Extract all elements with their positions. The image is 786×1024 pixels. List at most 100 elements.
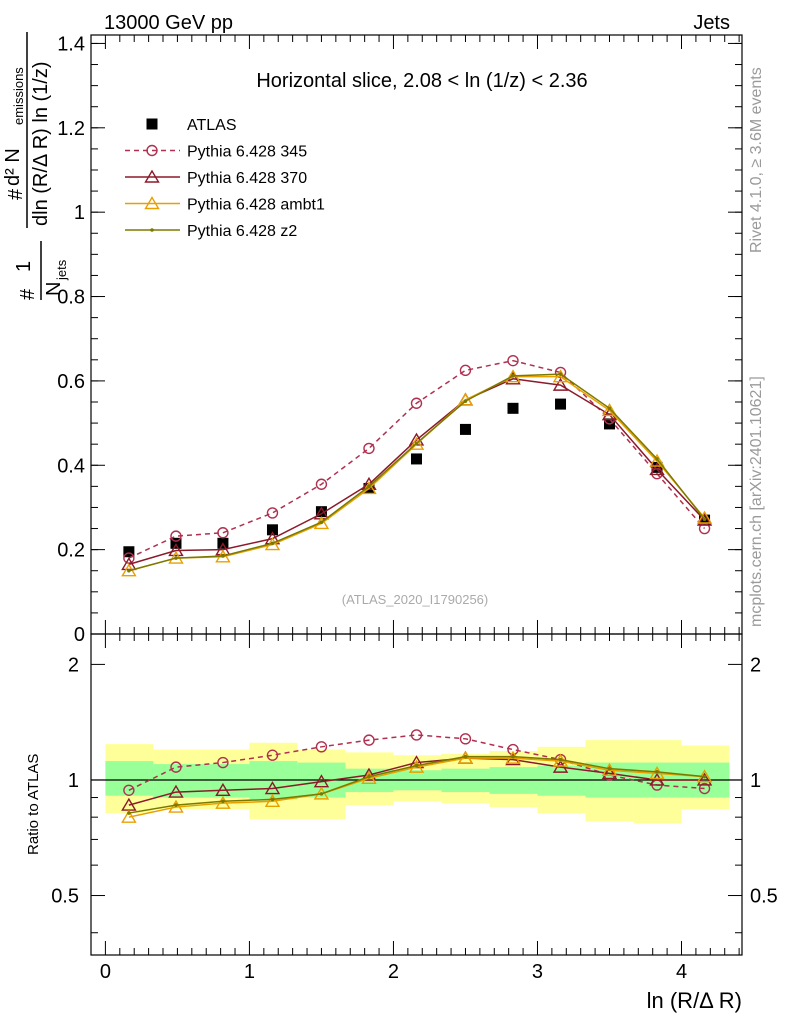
- ratio-point: [649, 766, 665, 780]
- data-point: [649, 462, 665, 476]
- ratio-y-tick-label-right: 2: [750, 654, 761, 676]
- ylabel-num: d² N: [2, 148, 24, 186]
- y-tick-label: 1.2: [57, 118, 85, 140]
- ylabel-hash: #: [17, 288, 39, 300]
- ratio-y-tick-label-right: 0.5: [750, 886, 778, 908]
- ratio-point: [215, 782, 231, 796]
- legend-label: Pythia 6.428 ambt1: [187, 197, 325, 214]
- legend-marker: [146, 144, 158, 157]
- data-point: [463, 399, 468, 403]
- ratio-point: [558, 757, 563, 762]
- ratio-point: [168, 784, 184, 798]
- y-tick-label: 0.4: [57, 455, 85, 477]
- ratio-ylabel: Ratio to ATLAS: [25, 754, 42, 855]
- data-point: [601, 403, 618, 417]
- ratio-point: [123, 784, 135, 796]
- ratio-point: [698, 782, 711, 795]
- ratio-point: [270, 797, 275, 802]
- ratio-point: [367, 774, 371, 779]
- plot-title: Horizontal slice, 2.08 < ln (1/z) < 2.36: [256, 70, 587, 92]
- y-tick-label: 1: [74, 202, 85, 224]
- ylabel-jets-sub: jets: [54, 259, 69, 281]
- legend-marker: [150, 228, 154, 232]
- series-line: [128, 359, 706, 559]
- series-pythia-6-428-z2: [127, 372, 707, 573]
- data-point: [459, 364, 472, 377]
- watermark: (ATLAS_2020_I1790256): [342, 592, 488, 607]
- main-plot: 0 0.2 0.4 0.6 0.8 1 1.2 1.4 Horizontal slice, 2.…: [57, 33, 743, 646]
- source-info: mcplots.cern.ch [arXiv:2401.10621]: [748, 376, 765, 627]
- y-tick-label: 1.4: [57, 33, 85, 55]
- ratio-point: [655, 770, 659, 774]
- x-tick-label: 3: [532, 961, 543, 983]
- series-pythia-6-428-ambt1: [121, 369, 713, 577]
- atlas-point: [507, 402, 519, 414]
- ratio-point: [696, 772, 713, 786]
- ratio-frame: [90, 633, 743, 956]
- ratio-point: [505, 752, 521, 766]
- atlas-point: [123, 546, 135, 558]
- data-point: [649, 453, 665, 467]
- x-tick-label: 0: [100, 961, 111, 983]
- ratio-y-tick-label: 2: [68, 654, 79, 676]
- ratio-series-pythia-6-428-z2: [127, 754, 707, 815]
- data-point: [696, 512, 713, 526]
- ratio-point: [649, 772, 665, 786]
- data-point: [168, 543, 184, 557]
- ratio-point: [217, 756, 229, 769]
- ratio-point: [363, 734, 375, 746]
- ratio-y-tick-label: 0.5: [51, 886, 79, 908]
- ratio-point: [702, 774, 707, 779]
- ylabel-hash2: #: [5, 188, 27, 200]
- y-tick-label: 0: [74, 624, 85, 646]
- legend-label: Pythia 6.428 345: [187, 144, 307, 161]
- data-point: [507, 354, 519, 367]
- rivet-info: Rivet 4.1.0, ≥ 3.6M events: [748, 67, 765, 253]
- data-point: [170, 530, 182, 542]
- ratio-point: [463, 754, 468, 759]
- data-point: [367, 484, 371, 489]
- legend-item: Pythia 6.428 370: [125, 169, 307, 187]
- data-point: [552, 377, 569, 391]
- ratio-point: [361, 767, 377, 781]
- ratio-point: [319, 792, 324, 796]
- ratio-point: [607, 766, 612, 771]
- main-ylabel: # 1 # N jets d² N emissions dln (R/Δ R) …: [2, 32, 69, 300]
- data-point: [702, 517, 707, 522]
- legend: ATLAS Pythia 6.428 345 Pythia 6.428 370 Pyt…: [125, 117, 325, 240]
- ratio-y-tick-label: 1: [68, 770, 79, 792]
- band-inner: [201, 764, 250, 798]
- ratio-point: [264, 793, 281, 807]
- ratio-point: [174, 803, 178, 807]
- ratio-point: [264, 781, 281, 795]
- ratio-point: [127, 811, 131, 815]
- legend-label: Pythia 6.428 z2: [187, 223, 297, 240]
- data-point: [410, 397, 423, 409]
- ratio-point: [170, 761, 182, 773]
- ratio-line: [128, 734, 705, 791]
- ratio-point: [266, 749, 279, 761]
- data-point: [270, 541, 275, 546]
- y-tick-label: 0.6: [57, 371, 85, 393]
- ratio-point: [505, 750, 521, 764]
- y-tick-label: 0.8: [57, 287, 85, 309]
- y-tick-label: 0.2: [57, 540, 85, 562]
- x-axis-label: ln (R/Δ R): [647, 988, 742, 1013]
- ylabel-den: dln (R/Δ R) ln (1/z): [30, 61, 52, 226]
- legend-label: Pythia 6.428 370: [187, 170, 307, 187]
- legend-item: Pythia 6.428 z2: [125, 223, 297, 240]
- data-point: [408, 436, 425, 450]
- ratio-point: [601, 766, 618, 780]
- atlas-point: [651, 461, 663, 473]
- series-pythia-6-428-345: [123, 354, 711, 564]
- atlas-point: [315, 506, 327, 518]
- ratio-line: [128, 757, 705, 806]
- band-inner: [537, 765, 586, 796]
- ratio-point: [410, 729, 423, 741]
- legend-item: Pythia 6.428 345: [125, 144, 307, 161]
- legend-item: Pythia 6.428 ambt1: [125, 196, 325, 214]
- x-tick-label: 2: [388, 961, 399, 983]
- data-point: [174, 556, 178, 560]
- series-line: [128, 378, 706, 566]
- x-tick-label: 1: [244, 961, 255, 983]
